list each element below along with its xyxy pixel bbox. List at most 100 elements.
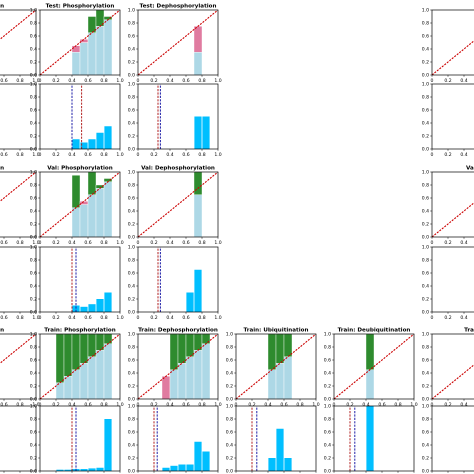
x-tick-label: 0.4: [68, 315, 75, 321]
panel-train-right-hist: 00.00.20.20.40.40.60.60.80.81.01.0: [422, 404, 474, 474]
x-tick-label: 0.8: [16, 240, 23, 246]
overconfidence-bar: [161, 376, 171, 400]
perfect-calibration-line: [137, 333, 219, 400]
y-tick-label: 1.0: [422, 170, 429, 176]
panel-test-phos-hist: 00.0 0.2 0.2 0.4 0.4 0.6 0.6 0.8 0.8 1.0 1.0: [30, 82, 124, 158]
y-tick-label: 0.0: [324, 397, 331, 403]
y-tick-label: 0.2: [422, 60, 429, 66]
histogram-bar: [186, 464, 194, 471]
x-tick-label: 0.6: [182, 78, 189, 84]
x-tick-label: 0.2: [444, 240, 451, 246]
calibrated-bar: [103, 19, 113, 76]
y-tick-label: 1.0: [226, 404, 233, 410]
y-tick-label: 0.2: [422, 384, 429, 390]
y-tick-label: 0.6: [128, 196, 135, 202]
y-tick-label: 0.0: [30, 469, 37, 474]
y-tick-label: 0.8: [422, 183, 429, 189]
y-tick-label: 0.0: [422, 235, 429, 241]
y-tick-label: 0.2: [128, 297, 135, 303]
axes-frame: [0, 9, 37, 76]
calibrated-bar: [365, 369, 375, 400]
y-tick-label: 1.0: [422, 404, 429, 410]
x-tick-label: 0.6: [182, 402, 189, 408]
y-tick-label: 0.2: [324, 384, 331, 390]
histogram-bar: [72, 305, 80, 312]
x-tick-label: 0.4: [68, 240, 75, 246]
x-tick-label: 0.8: [100, 240, 107, 246]
calibrated-bar: [103, 181, 113, 238]
calibrated-bar: [79, 204, 89, 238]
x-tick-label: 0: [431, 240, 434, 246]
y-tick-label: 0.8: [30, 417, 37, 423]
panel-train-left-hist: 00.00.20.20.40.40.60.60.80.81.01.0: [0, 405, 37, 473]
x-tick-label: 0: [137, 315, 140, 321]
histogram-bar: [104, 292, 112, 312]
calibrated-bar: [95, 350, 105, 400]
y-tick-label: 1.0: [30, 332, 37, 338]
histogram-bar: [366, 406, 374, 471]
y-tick-label: 0.8: [30, 183, 37, 189]
x-tick-label: 0.4: [166, 402, 173, 408]
y-tick-label: 1.0: [128, 245, 135, 251]
calibrated-bar: [267, 369, 277, 400]
y-tick-label: 0.8: [226, 417, 233, 423]
y-tick-label: 0.0: [30, 147, 37, 153]
axes-frame: [235, 333, 317, 400]
histogram-bar: [88, 304, 96, 312]
x-tick-label: 0.8: [100, 78, 107, 84]
y-tick-label: 1.0: [30, 170, 37, 176]
axes-frame: [39, 405, 121, 472]
x-tick-label: 0: [39, 240, 42, 246]
panel-test-left-hist: 00.00.20.20.40.40.60.60.80.81.01.0: [0, 83, 40, 158]
underconfidence-bar: [267, 333, 277, 370]
y-tick-label: 0.2: [422, 222, 429, 228]
calibrated-bar: [71, 207, 81, 238]
y-tick-label: 1.0: [226, 332, 233, 338]
calibrated-bar: [201, 343, 211, 400]
underconfidence-bar: [201, 333, 211, 344]
y-tick-label: 0.4: [30, 371, 37, 377]
y-tick-label: 0.8: [422, 345, 429, 351]
panel-val-dephos-cal: Val: Dephosphorylation 00.0 0.2 0.2 0.4 0.4 0.…: [128, 166, 222, 247]
y-tick-label: 0.0: [128, 73, 135, 79]
panel-test-phos-cal: Test: Phosphorylation 00.0 0.2 0.2 0.4 0.4 0.6…: [30, 4, 124, 85]
y-tick-label: 0.2: [422, 297, 429, 303]
y-tick-label: 0.4: [422, 284, 429, 290]
x-tick-label: 1.0: [214, 78, 221, 84]
histogram-bar: [170, 465, 178, 471]
x-tick-label: 0: [137, 240, 140, 246]
calibrated-bar: [95, 188, 105, 238]
panel-train-deubiq-hist: 0 0.0 0.2 0.2 0.4 0.4 0.6 0.6 0.8 0.8 1.0 1.0: [324, 404, 415, 474]
x-tick-label: 0.4: [68, 78, 75, 84]
x-tick-label: 0.4: [68, 402, 75, 408]
y-tick-label: 0.8: [422, 258, 429, 264]
y-tick-label: 0.4: [128, 209, 135, 215]
y-tick-label: 0.6: [30, 108, 37, 114]
x-tick-label: 0.2: [150, 315, 157, 321]
y-tick-label: 0.2: [128, 134, 135, 140]
y-tick-label: 0.6: [128, 271, 135, 277]
panel-test-dephos-hist: 00.0 0.2 0.2 0.4 0.4 0.6 0.6 0.8 0.8 1.0 1.0: [128, 82, 222, 158]
histogram-bar: [202, 116, 210, 149]
x-tick-label: 0.8: [296, 402, 303, 408]
axes-frame: [137, 405, 219, 472]
x-tick-label: 1.0: [214, 240, 221, 246]
x-tick-label: 0.4: [460, 315, 467, 321]
panel-train-deubiq-cal: Train: Deubiquitination 00.0 0.2 0.2 0.4 0.4 0…: [324, 328, 418, 409]
x-tick-label: 0.8: [16, 78, 23, 84]
axes-frame: [39, 246, 121, 313]
x-tick-label: 0.6: [182, 240, 189, 246]
y-tick-label: 0.8: [128, 183, 135, 189]
y-tick-label: 0.0: [30, 397, 37, 403]
perfect-calibration-line: [137, 171, 219, 238]
axes-frame: [137, 83, 219, 150]
x-tick-label: 0.2: [52, 315, 59, 321]
histogram-bar: [56, 469, 64, 471]
axes-frame: [137, 333, 219, 400]
perfect-calibration-line: [39, 333, 121, 400]
calibrated-bar: [95, 26, 105, 76]
calibrated-bar: [71, 369, 81, 400]
x-tick-label: 0.2: [150, 78, 157, 84]
